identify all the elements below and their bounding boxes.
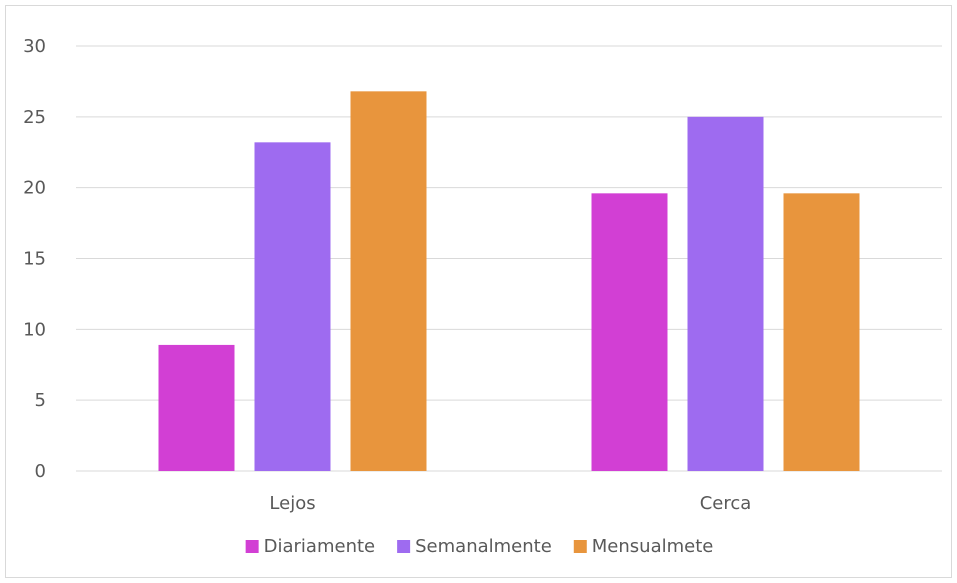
y-tick-label: 20: [23, 178, 46, 199]
y-tick-label: 10: [23, 319, 46, 340]
bar-mensualmete-cerca: [783, 193, 860, 472]
legend-label: Mensualmete: [592, 536, 714, 557]
x-tick-label-lejos: Lejos: [269, 493, 315, 514]
bar-semanalmente-cerca: [687, 116, 764, 471]
x-tick-label-cerca: Cerca: [700, 493, 752, 514]
bar-mensualmete-lejos: [350, 91, 427, 471]
y-tick-label: 25: [23, 107, 46, 128]
y-tick-label: 5: [35, 390, 46, 411]
legend-swatch: [573, 540, 587, 553]
bar-chart: 0 5 10 15 20 25 30 Lejos Cerca Diariamente Semanal…: [23, 36, 942, 557]
y-tick-label: 0: [35, 461, 46, 482]
bar-diariamente-lejos: [158, 344, 235, 471]
y-tick-label: 30: [23, 36, 46, 57]
legend: Diariamente Semanalmente Mensualmete: [245, 536, 714, 557]
chart-frame: 0 5 10 15 20 25 30 Lejos Cerca Diariamente Semanal…: [5, 5, 952, 578]
legend-swatch: [245, 540, 259, 553]
legend-item-mensualmete: Mensualmete: [573, 536, 714, 557]
legend-swatch: [397, 540, 411, 553]
y-tick-label: 15: [23, 249, 46, 270]
bar-semanalmente-lejos: [254, 142, 331, 472]
legend-item-diariamente: Diariamente: [245, 536, 375, 557]
legend-item-semanalmente: Semanalmente: [397, 536, 552, 557]
legend-label: Semanalmente: [415, 536, 552, 557]
legend-label: Diariamente: [264, 536, 375, 557]
bar-diariamente-cerca: [591, 193, 668, 472]
